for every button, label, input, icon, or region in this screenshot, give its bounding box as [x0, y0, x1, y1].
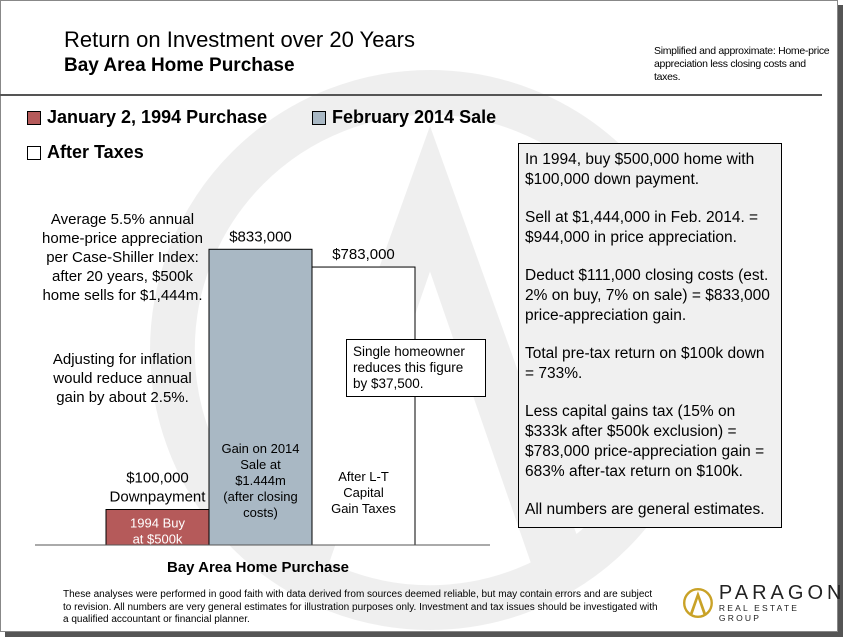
legend-item-purchase: January 2, 1994 Purchase [27, 107, 267, 128]
legend-label-sale: February 2014 Sale [332, 107, 497, 127]
legend-swatch-after-taxes [27, 145, 41, 160]
value-label-purchase: $100,000 Downpayment [110, 470, 207, 506]
value-label-sale: $833,000 [229, 228, 292, 245]
paragon-logo-icon [683, 588, 713, 618]
legend-item-sale: February 2014 Sale [312, 107, 496, 128]
logo-tagline: REAL ESTATE GROUP [718, 603, 800, 623]
calculation-info-box: In 1994, buy $500,000 home with $100,000… [518, 143, 782, 528]
info-line-sale: Sell at $1,444,000 in Feb. 2014. = $944,… [525, 209, 759, 246]
header-divider [0, 94, 822, 96]
value-label-after-taxes: $783,000 [332, 246, 395, 263]
chart-title: Return on Investment over 20 Years [64, 27, 415, 52]
info-line-purchase: In 1994, buy $500,000 home with $100,000… [525, 151, 755, 188]
info-line-disclaimer: All numbers are general estimates. [525, 501, 765, 518]
bar-purchase [105, 509, 210, 546]
method-note: Simplified and approximate: Home-price a… [654, 45, 830, 83]
info-line-pretax-return: Total pre-tax return on $100k down = 733… [525, 345, 765, 382]
legend-item-after-taxes: After Taxes [27, 142, 144, 163]
left-annotation-appreciation: Average 5.5% annual home-price appreciat… [42, 211, 203, 304]
bar-note-after-taxes: After L-T Capital Gain Taxes [331, 469, 396, 516]
legend-swatch-purchase [27, 110, 41, 125]
info-line-capital-gains: Less capital gains tax (15% on $333k aft… [525, 403, 765, 480]
footer-disclaimer: These analyses were performed in good fa… [63, 589, 658, 625]
chart-subtitle: Bay Area Home Purchase [64, 55, 295, 76]
x-axis-label: Bay Area Home Purchase [167, 559, 349, 576]
bar-after-taxes [311, 266, 416, 546]
legend-label-purchase: January 2, 1994 Purchase [47, 107, 268, 127]
legend-label-after-taxes: After Taxes [47, 142, 144, 162]
bar-sale [208, 248, 313, 546]
homeowner-callout: Single homeowner reduces this figure by … [346, 339, 486, 397]
legend-swatch-sale [312, 110, 326, 125]
bar-note-purchase: 1994 Buy at $500k [130, 516, 185, 547]
bar-note-sale: Gain on 2014 Sale at $1.444m (after closing… [221, 441, 299, 520]
left-annotation-inflation: Adjusting for inflation would reduce ann… [52, 351, 193, 406]
logo-wordmark: PARAGON [718, 582, 844, 604]
paragon-logo: PARAGON REAL ESTATE GROUP [683, 583, 844, 623]
info-line-closing-costs: Deduct $111,000 closing costs (est. 2% o… [525, 267, 770, 324]
